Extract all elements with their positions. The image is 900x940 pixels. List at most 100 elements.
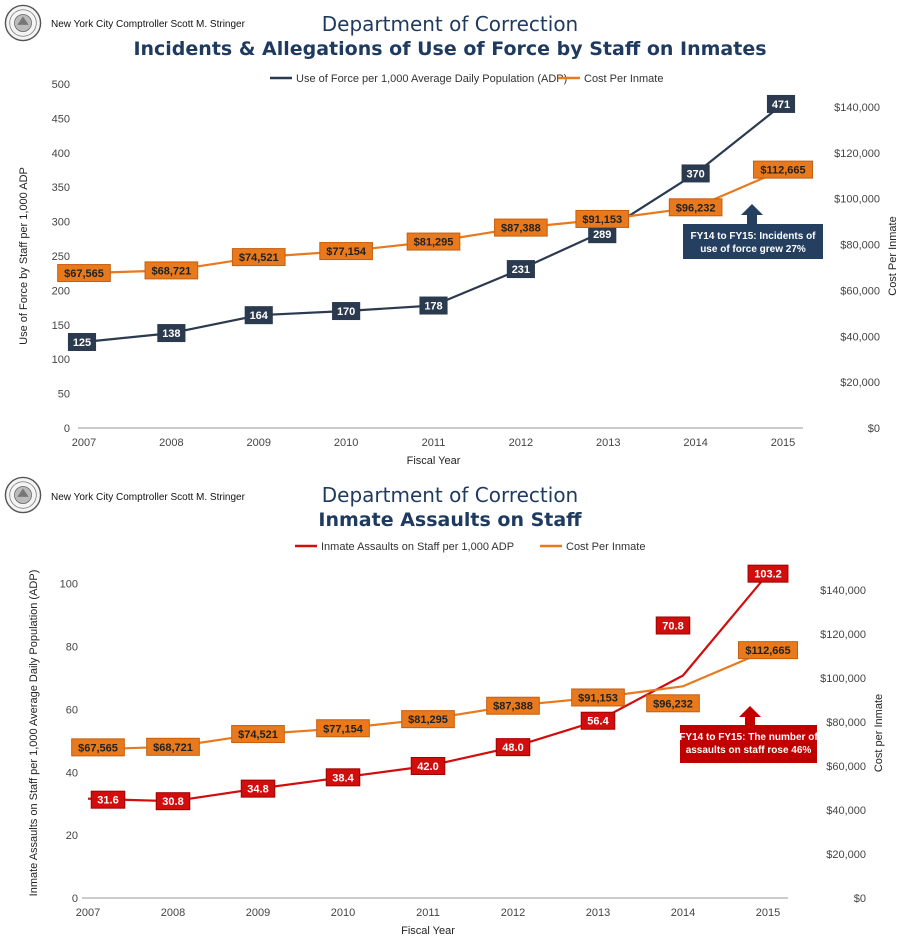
y2-tick-label: $20,000 (826, 849, 866, 861)
data-label: 103.2 (754, 569, 782, 581)
y2-tick-label: $140,000 (820, 585, 866, 597)
data-label: $77,154 (326, 246, 367, 258)
data-label: $77,154 (323, 723, 364, 735)
comptroller-label: New York City Comptroller Scott M. Strin… (51, 492, 245, 503)
data-label: $112,665 (745, 645, 790, 657)
data-label: 178 (424, 301, 442, 313)
y-tick-label: 200 (52, 285, 70, 297)
legend-label: Inmate Assaults on Staff per 1,000 ADP (321, 541, 514, 553)
y2-tick-label: $100,000 (820, 673, 866, 685)
y-tick-label: 0 (72, 893, 78, 905)
callout-text: FY14 to FY15: Incidents of (690, 231, 816, 242)
y2-tick-label: $60,000 (840, 285, 880, 297)
data-label-box (406, 232, 461, 251)
data-label: 34.8 (247, 784, 268, 796)
y-axis-title: Use of Force by Staff per 1,000 ADP (18, 167, 30, 345)
data-label-box (495, 738, 531, 757)
y-tick-label: 450 (52, 113, 70, 125)
y-tick-label: 250 (52, 251, 70, 263)
y2-tick-label: $120,000 (834, 148, 880, 160)
chart-subtitle: Incidents & Allegations of Use of Force … (133, 38, 767, 60)
y2-axis-title: Cost per Inmate (873, 694, 885, 772)
x-tick-label: 2007 (72, 437, 96, 449)
data-label-box (486, 696, 540, 715)
data-label: $74,521 (239, 252, 279, 264)
x-tick-label: 2010 (331, 907, 355, 919)
data-label-box (332, 302, 361, 321)
y2-tick-label: $80,000 (826, 717, 866, 729)
data-label-box (90, 790, 126, 809)
data-label-box (766, 94, 796, 113)
chart-panel-assaults: New York City Comptroller Scott M. Strin… (0, 470, 900, 940)
x-tick-label: 2014 (683, 437, 707, 449)
data-label: $91,153 (582, 214, 622, 226)
data-label: 42.0 (417, 761, 438, 773)
chart-title: Department of Correction (321, 483, 579, 507)
data-label-box (506, 260, 535, 279)
y2-tick-label: $20,000 (840, 377, 880, 389)
y-tick-label: 20 (66, 830, 78, 842)
data-label-box (316, 719, 370, 738)
y-tick-label: 50 (58, 389, 70, 401)
y-tick-label: 100 (52, 354, 70, 366)
x-tick-label: 2009 (246, 907, 270, 919)
y-tick-label: 80 (66, 642, 78, 654)
data-label: 31.6 (97, 795, 118, 807)
x-tick-label: 2012 (509, 437, 533, 449)
data-label: 38.4 (332, 772, 354, 784)
callout-text: use of force grew 27% (700, 244, 806, 255)
x-tick-label: 2013 (596, 437, 620, 449)
legend-label: Use of Force per 1,000 Average Daily Pop… (296, 73, 567, 85)
data-label: $68,721 (153, 742, 193, 754)
x-tick-label: 2010 (334, 437, 358, 449)
data-label: $91,153 (578, 692, 618, 704)
data-label: 164 (250, 310, 269, 322)
y-tick-label: 100 (60, 579, 78, 591)
y-tick-label: 40 (66, 767, 78, 779)
data-label-box (752, 160, 814, 179)
nyc-seal-icon (4, 476, 42, 514)
y2-tick-label: $80,000 (840, 240, 880, 252)
data-label-box (494, 218, 548, 237)
data-label-box (410, 757, 446, 775)
data-label: 138 (162, 328, 180, 340)
data-label-box (681, 164, 710, 183)
x-tick-label: 2008 (159, 437, 183, 449)
y-axis-title: Inmate Assaults on Staff per 1,000 Avera… (28, 570, 40, 897)
x-tick-label: 2009 (247, 437, 271, 449)
data-label-box (71, 738, 125, 757)
callout-box (680, 725, 817, 763)
y-tick-label: 500 (52, 79, 70, 91)
x-axis-title: Fiscal Year (407, 455, 461, 467)
data-label-box (580, 711, 616, 730)
callout-box (683, 224, 823, 259)
data-label-box (157, 324, 186, 343)
y2-tick-label: $140,000 (834, 102, 880, 114)
data-label-box (146, 737, 200, 756)
x-tick-label: 2011 (416, 907, 440, 919)
data-label: 30.8 (162, 796, 183, 808)
data-label-box (668, 198, 723, 217)
data-label-box (571, 688, 625, 707)
x-axis-title: Fiscal Year (401, 925, 455, 937)
y2-tick-label: $40,000 (826, 805, 866, 817)
arrow-up-icon (739, 706, 761, 726)
y-tick-label: 60 (66, 704, 78, 716)
data-label: $67,565 (64, 268, 104, 280)
data-label-box (747, 564, 789, 583)
data-label-box (401, 710, 455, 729)
y2-tick-label: $40,000 (840, 331, 880, 343)
chart-title: Department of Correction (321, 12, 579, 36)
data-label: $74,521 (238, 729, 278, 741)
y-tick-label: 0 (64, 423, 70, 435)
assaults-chart: 0 20 40 60 80 100 $0 $20,000 $40,000 $60,000 $80,0… (28, 541, 885, 937)
x-tick-label: 2014 (671, 907, 695, 919)
x-tick-label: 2007 (76, 907, 100, 919)
data-label: $112,665 (760, 165, 805, 177)
data-label: $81,295 (414, 237, 454, 249)
data-label-box (655, 616, 691, 635)
y-tick-label: 300 (52, 217, 70, 229)
data-label: $81,295 (408, 714, 448, 726)
legend-label: Cost Per Inmate (584, 73, 663, 85)
data-label: $96,232 (653, 698, 693, 710)
